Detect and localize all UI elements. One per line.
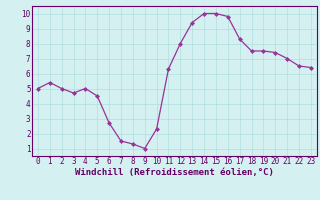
X-axis label: Windchill (Refroidissement éolien,°C): Windchill (Refroidissement éolien,°C) bbox=[75, 168, 274, 177]
